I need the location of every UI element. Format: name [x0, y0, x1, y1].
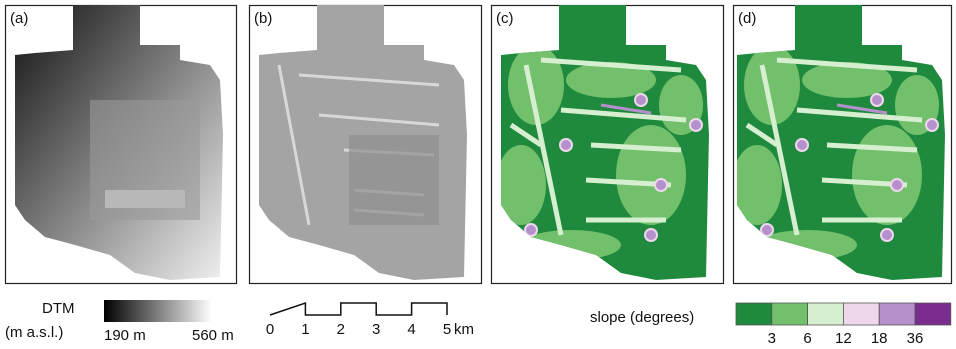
- slope-tick: 3: [768, 330, 776, 347]
- slope-class: [843, 303, 879, 325]
- slope-tick: 36: [907, 330, 924, 347]
- slope-title: slope (degrees): [590, 309, 694, 326]
- steep-spot: [881, 229, 893, 241]
- slope-class: [808, 303, 844, 325]
- steep-spot: [891, 179, 903, 191]
- scale-bar: [270, 303, 447, 315]
- steep-spot: [871, 94, 883, 106]
- slope-tick: 18: [871, 330, 888, 347]
- steep-spot: [796, 139, 808, 151]
- scale-label: 0: [266, 321, 274, 338]
- map-panel: (a): [6, 5, 237, 284]
- map-panel: (d): [732, 5, 952, 284]
- slope-zone: [852, 125, 922, 225]
- panel-label: (b): [254, 10, 272, 27]
- steep-spot: [560, 139, 572, 151]
- panel-label: (c): [496, 10, 514, 27]
- scale-label: 3: [372, 321, 380, 338]
- panel-label: (a): [10, 10, 28, 27]
- dtm-title: DTM: [42, 300, 75, 317]
- dtm-colorbar: [104, 300, 212, 322]
- scale-label: 4: [407, 321, 415, 338]
- map-panel: (c): [492, 5, 724, 284]
- steep-spot: [655, 179, 667, 191]
- pit: [349, 135, 439, 225]
- slope-class: [879, 303, 915, 325]
- scale-unit: km: [454, 321, 474, 338]
- slope-class: [736, 303, 772, 325]
- slope-class: [915, 303, 951, 325]
- slope-class: [772, 303, 808, 325]
- steep-spot: [690, 119, 702, 131]
- steep-spot: [645, 229, 657, 241]
- slope-zone: [616, 125, 686, 225]
- dtm-max: 560 m: [192, 327, 234, 344]
- scale-label: 2: [337, 321, 345, 338]
- scale-label: 1: [301, 321, 309, 338]
- slope-tick: 6: [803, 330, 811, 347]
- dtm-min: 190 m: [104, 327, 146, 344]
- pit-floor: [105, 190, 185, 208]
- steep-spot: [926, 119, 938, 131]
- panel-label: (d): [738, 10, 756, 27]
- slope-tick: 12: [835, 330, 852, 347]
- scale-label: 5: [443, 321, 451, 338]
- steep-spot: [635, 94, 647, 106]
- dtm-unit: (m a.s.l.): [5, 324, 63, 341]
- map-panel: (b): [250, 5, 482, 284]
- figure: DTM (m a.s.l.) 190 m 560 m slope (degree…: [0, 0, 956, 349]
